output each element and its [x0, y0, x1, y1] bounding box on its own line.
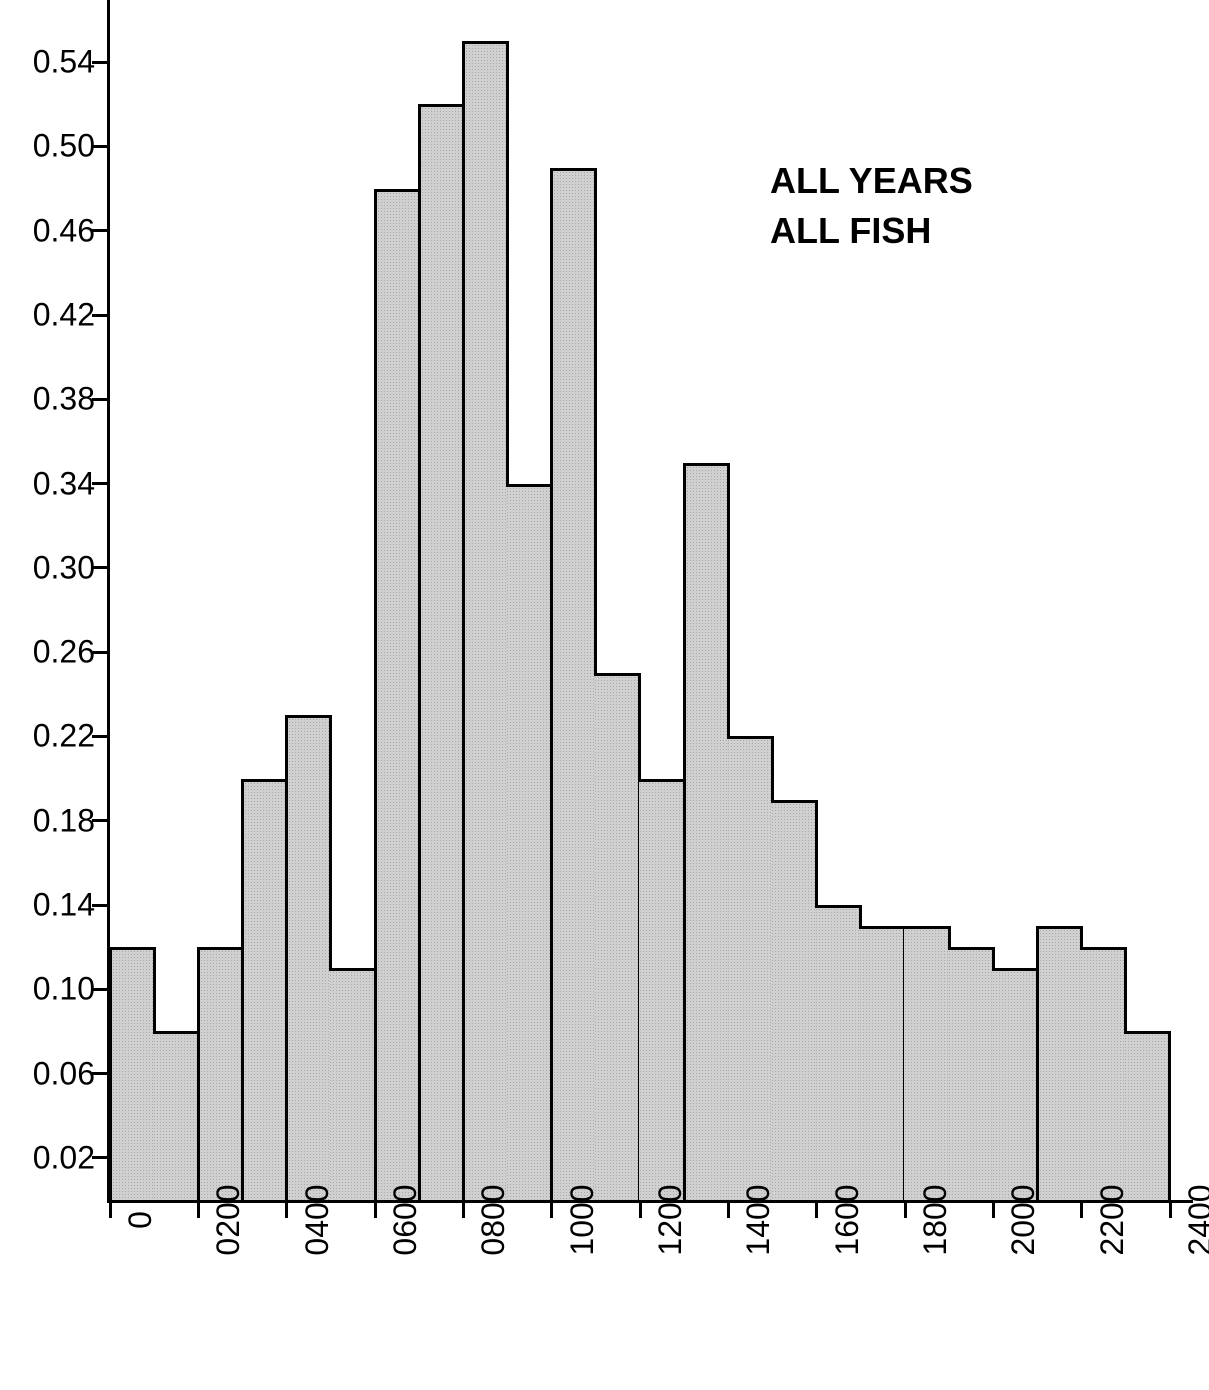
x-tick: [197, 1200, 200, 1218]
y-tick-label: 0.14: [33, 887, 95, 924]
x-tick: [639, 1200, 642, 1218]
histogram-bar: [859, 926, 906, 1200]
histogram-bar: [639, 779, 686, 1200]
histogram-bar: [683, 463, 730, 1201]
y-tick-label: 0.30: [33, 549, 95, 586]
chart-title-line1: ALL YEARS: [770, 160, 973, 202]
plot-area: 0.020.060.100.140.180.220.260.300.340.38…: [110, 20, 1170, 1200]
x-tick: [285, 1200, 288, 1218]
x-tick-label: 2200: [1094, 1184, 1131, 1255]
y-tick-label: 0.02: [33, 1139, 95, 1176]
x-tick-label: 1600: [829, 1184, 866, 1255]
histogram-bar: [815, 905, 862, 1200]
y-tick-label: 0.38: [33, 381, 95, 418]
y-tick-label: 0.06: [33, 1055, 95, 1092]
histogram-bar: [904, 926, 951, 1200]
x-tick-label: 0200: [210, 1184, 247, 1255]
histogram-bar: [506, 484, 553, 1200]
y-tick-label: 0.34: [33, 465, 95, 502]
histogram-bar: [153, 1031, 200, 1200]
histogram-bar: [374, 189, 421, 1200]
histogram-bar: [462, 41, 509, 1200]
y-tick-label: 0.50: [33, 128, 95, 165]
histogram-bar: [197, 947, 244, 1200]
histogram-bar: [1036, 926, 1083, 1200]
x-tick: [815, 1200, 818, 1218]
y-tick-label: 0.26: [33, 634, 95, 671]
histogram-bar: [241, 779, 288, 1200]
x-tick: [1169, 1200, 1172, 1218]
histogram-bar: [771, 800, 818, 1200]
x-tick: [904, 1200, 907, 1218]
histogram-bar: [1080, 947, 1127, 1200]
x-tick-label: 1800: [917, 1184, 954, 1255]
x-tick-label: 0800: [475, 1184, 512, 1255]
x-tick: [374, 1200, 377, 1218]
y-tick-label: 0.54: [33, 44, 95, 81]
x-tick-label: 1400: [740, 1184, 777, 1255]
chart-title-line2: ALL FISH: [770, 210, 931, 252]
x-tick: [550, 1200, 553, 1218]
histogram-bar: [1124, 1031, 1171, 1200]
x-tick-label: 1200: [652, 1184, 689, 1255]
x-tick-label: 0600: [387, 1184, 424, 1255]
histogram-bar: [285, 715, 332, 1200]
histogram-bar: [727, 736, 774, 1200]
x-tick-label: 1000: [564, 1184, 601, 1255]
histogram-bar: [948, 947, 995, 1200]
x-tick-label: 0: [122, 1211, 159, 1229]
x-tick-label: 2000: [1005, 1184, 1042, 1255]
histogram-bar: [594, 673, 641, 1200]
histogram-bar: [992, 968, 1039, 1200]
chart-container: 0.020.060.100.140.180.220.260.300.340.38…: [110, 20, 1170, 1200]
histogram-bar: [109, 947, 156, 1200]
x-tick: [1080, 1200, 1083, 1218]
x-tick: [727, 1200, 730, 1218]
y-tick-label: 0.42: [33, 297, 95, 334]
histogram-bar: [418, 104, 465, 1200]
y-tick-label: 0.18: [33, 802, 95, 839]
histogram-bar: [550, 168, 597, 1201]
x-tick: [109, 1200, 112, 1218]
histogram-bar: [329, 968, 376, 1200]
x-tick-label: 2400: [1182, 1184, 1209, 1255]
x-tick: [462, 1200, 465, 1218]
x-tick-label: 0400: [299, 1184, 336, 1255]
y-tick-label: 0.46: [33, 212, 95, 249]
y-tick-label: 0.10: [33, 971, 95, 1008]
x-tick: [992, 1200, 995, 1218]
y-tick-label: 0.22: [33, 718, 95, 755]
